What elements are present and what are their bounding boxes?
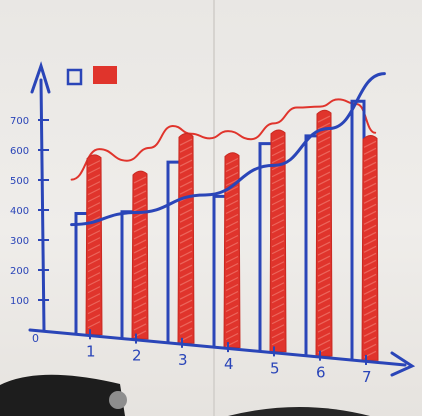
y-tick-label: 100 xyxy=(10,296,29,307)
bar-filled-6 xyxy=(315,109,333,357)
chair-left xyxy=(0,374,125,416)
y-axis-arrow xyxy=(30,61,51,94)
y-tick-label: 500 xyxy=(10,176,29,187)
y-tick-label: 300 xyxy=(10,236,29,247)
axes xyxy=(28,61,416,377)
y-tick-label: 200 xyxy=(10,266,29,277)
y-tick-label: 600 xyxy=(10,146,29,157)
x-tick-label: 5 xyxy=(270,359,280,377)
legend xyxy=(66,66,117,86)
legend-swatch-filled xyxy=(93,66,117,84)
chair-knob xyxy=(109,391,127,409)
chair-right xyxy=(228,407,370,416)
legend-swatch-outline xyxy=(66,68,83,86)
x-tick-label: 3 xyxy=(178,351,188,369)
trend-curve xyxy=(70,72,386,227)
x-tick-label: 7 xyxy=(362,368,372,386)
envelope-curve xyxy=(70,98,377,181)
y-tick-label: 700 xyxy=(10,116,29,127)
x-tick-label: 2 xyxy=(132,347,142,365)
bar-filled-1 xyxy=(85,154,103,336)
x-tick-label: 4 xyxy=(224,355,234,373)
x-tick-label: 1 xyxy=(86,342,96,360)
origin-label: 0 xyxy=(32,332,39,345)
x-tick-label: 6 xyxy=(316,364,326,382)
y-axis xyxy=(39,78,46,332)
bar-filled-3 xyxy=(177,132,195,344)
y-tick-label: 400 xyxy=(10,206,29,217)
x-axis-arrow xyxy=(390,351,416,377)
x-axis xyxy=(28,328,407,367)
